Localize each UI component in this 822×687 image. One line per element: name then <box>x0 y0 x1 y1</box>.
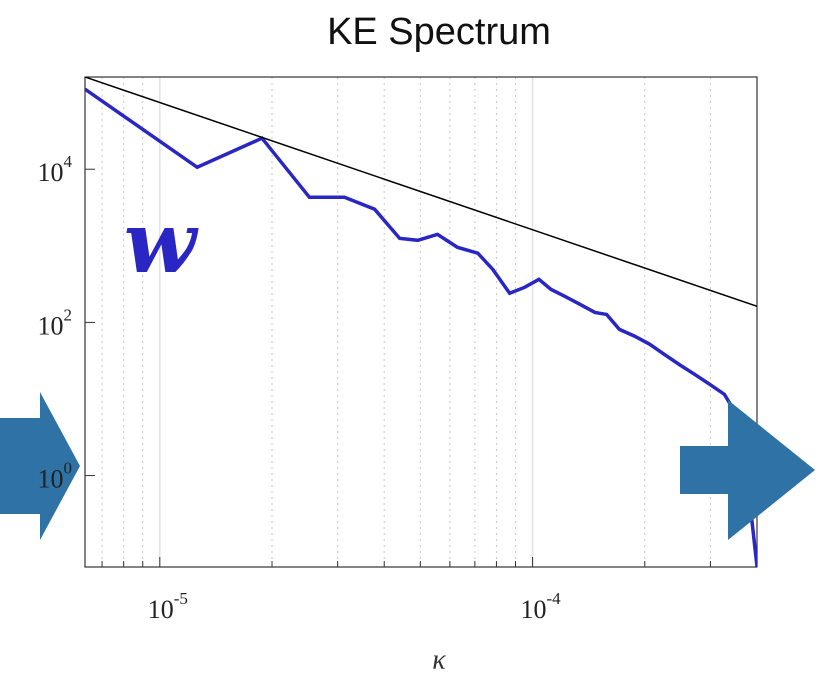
x-axis-label: κ <box>432 644 446 675</box>
tick-base: 10 <box>38 311 64 340</box>
left-arrow <box>0 392 80 540</box>
tick-base: 10 <box>38 465 64 494</box>
series-line <box>85 87 757 567</box>
tick-base: 10 <box>38 158 64 187</box>
tick-exponent: 4 <box>64 152 73 171</box>
tick-label: 102 <box>38 305 73 340</box>
tick-exponent: -4 <box>546 589 561 608</box>
tick-base: 10 <box>148 595 174 624</box>
tick-base: 10 <box>520 595 546 624</box>
annotation: w <box>124 193 199 292</box>
tick-label: 10-4 <box>520 589 561 624</box>
chart-title: KE Spectrum <box>327 11 551 53</box>
plot-area <box>84 76 758 568</box>
tick-label: 10-5 <box>148 589 188 624</box>
series-line <box>85 77 757 308</box>
plot-frame <box>84 76 758 568</box>
right-arrow <box>680 400 815 540</box>
tick-exponent: 2 <box>64 305 73 324</box>
tick-label: 100 <box>38 458 73 493</box>
tick-label: 104 <box>38 152 73 187</box>
plot-background <box>85 77 757 567</box>
tick-exponent: 0 <box>64 458 73 477</box>
tick-exponent: -5 <box>174 589 188 608</box>
